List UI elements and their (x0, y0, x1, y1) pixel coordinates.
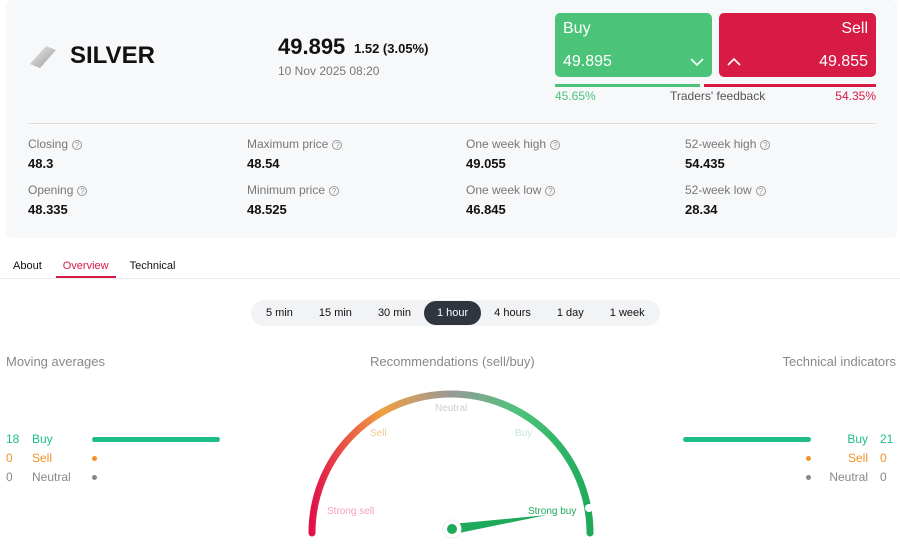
stat-value: 48.3 (28, 156, 54, 171)
gauge-label-sell: Sell (370, 428, 387, 439)
help-icon[interactable]: ? (72, 140, 83, 150)
stat-value: 49.055 (466, 156, 506, 171)
stat-label: Minimum price (247, 183, 326, 197)
stat-item: Maximum price? 48.54 (247, 137, 343, 171)
price-change: 1.52 (3.05%) (354, 41, 429, 56)
needle-hub-dot (447, 524, 457, 534)
ti-neutral-label: Neutral (829, 470, 868, 484)
chevron-up-icon (727, 57, 741, 66)
gauge-arc (308, 390, 594, 537)
silver-bar-icon (30, 46, 56, 68)
stat-value: 48.54 (247, 156, 280, 171)
traders-feedback-label: Traders' feedback (670, 89, 766, 103)
ti-sell-label: Sell (847, 451, 868, 465)
period-5min[interactable]: 5 min (266, 307, 293, 319)
tab-overview[interactable]: Overview (55, 260, 116, 278)
stat-value: 28.34 (685, 202, 718, 217)
recommendations-title: Recommendations (sell/buy) (370, 354, 535, 369)
divider (0, 278, 900, 279)
stat-value: 48.525 (247, 202, 287, 217)
stat-label: Maximum price (247, 137, 329, 151)
ma-neutral-label: Neutral (32, 470, 71, 484)
stat-label: 52-week high (685, 137, 757, 151)
ma-buy-label: Buy (32, 432, 53, 446)
instrument-name: SILVER (70, 42, 155, 69)
ma-neutral-dot (92, 475, 97, 480)
stat-value: 54.435 (685, 156, 725, 171)
sell-button[interactable]: Sell 49.855 (719, 13, 876, 77)
gauge-label-neutral: Neutral (435, 403, 467, 414)
gauge-label-strong-sell: Strong sell (327, 506, 374, 517)
ma-sell-count: 0 (6, 451, 13, 465)
ma-sell-dot (92, 456, 97, 461)
period-30min[interactable]: 30 min (377, 307, 411, 319)
help-icon[interactable]: ? (329, 186, 340, 196)
ti-neutral-count: 0 (880, 470, 887, 484)
ti-neutral-dot (806, 475, 811, 480)
stat-item: 52-week low? 28.34 (685, 183, 766, 217)
ma-sell-label: Sell (32, 451, 53, 465)
buy-label: Buy (563, 20, 591, 37)
stat-label: One week high (466, 137, 547, 151)
stat-item: Opening? 48.335 (28, 183, 88, 217)
ti-buy-bar (683, 437, 811, 442)
ma-buy-bar (92, 437, 220, 442)
stat-label: Closing (28, 137, 69, 151)
stat-item: 52-week high? 54.435 (685, 137, 771, 171)
stat-item: One week high? 49.055 (466, 137, 561, 171)
tab-bar: About Overview Technical (13, 260, 175, 278)
gauge-marker (585, 504, 593, 512)
gauge-needle (452, 515, 547, 534)
gauge-label-strong-buy: Strong buy (528, 506, 576, 517)
ma-neutral-count: 0 (6, 470, 13, 484)
period-1hour[interactable]: 1 hour (423, 301, 482, 325)
help-icon[interactable]: ? (550, 140, 561, 150)
ma-buy-count: 18 (6, 432, 20, 446)
help-icon[interactable]: ? (755, 186, 766, 196)
sell-feedback-bar (704, 84, 876, 87)
period-selector: 5 min 15 min 30 min 1 hour 4 hours 1 day… (251, 300, 660, 326)
technical-indicators-title: Technical indicators (782, 354, 896, 369)
sell-label: Sell (841, 20, 868, 37)
tab-about[interactable]: About (13, 260, 42, 272)
period-1week[interactable]: 1 week (609, 307, 645, 319)
help-icon[interactable]: ? (545, 186, 556, 196)
buy-price: 49.895 (563, 53, 612, 70)
tab-technical[interactable]: Technical (129, 260, 176, 272)
sell-feedback-pct: 54.35% (835, 89, 876, 103)
stat-value: 46.845 (466, 202, 506, 217)
period-4hours[interactable]: 4 hours (494, 307, 531, 319)
sell-price: 49.855 (819, 53, 868, 70)
stat-item: One week low? 46.845 (466, 183, 556, 217)
buy-feedback-pct: 45.65% (555, 89, 596, 103)
stat-label: 52-week low (685, 183, 752, 197)
ti-buy-count: 21 (880, 432, 894, 446)
price-datetime: 10 Nov 2025 08:20 (278, 64, 380, 78)
ti-sell-count: 0 (880, 451, 887, 465)
stat-label: One week low (466, 183, 542, 197)
divider (28, 123, 876, 124)
ti-buy-label: Buy (847, 432, 868, 446)
period-1day[interactable]: 1 day (556, 307, 584, 319)
buy-feedback-bar (555, 84, 700, 87)
help-icon[interactable]: ? (332, 140, 343, 150)
current-price: 49.895 (278, 34, 346, 59)
help-icon[interactable]: ? (77, 186, 88, 196)
stat-value: 48.335 (28, 202, 68, 217)
stat-label: Opening (28, 183, 74, 197)
stat-item: Closing? 48.3 (28, 137, 83, 171)
chevron-down-icon (690, 58, 704, 67)
ti-sell-dot (806, 456, 811, 461)
buy-button[interactable]: Buy 49.895 (555, 13, 712, 77)
stat-item: Minimum price? 48.525 (247, 183, 340, 217)
help-icon[interactable]: ? (760, 140, 771, 150)
period-15min[interactable]: 15 min (318, 307, 352, 319)
moving-averages-title: Moving averages (6, 354, 105, 369)
recommendation-gauge: Strong sell Sell Neutral Buy Strong buy (308, 390, 594, 539)
gauge-label-buy: Buy (515, 428, 532, 439)
